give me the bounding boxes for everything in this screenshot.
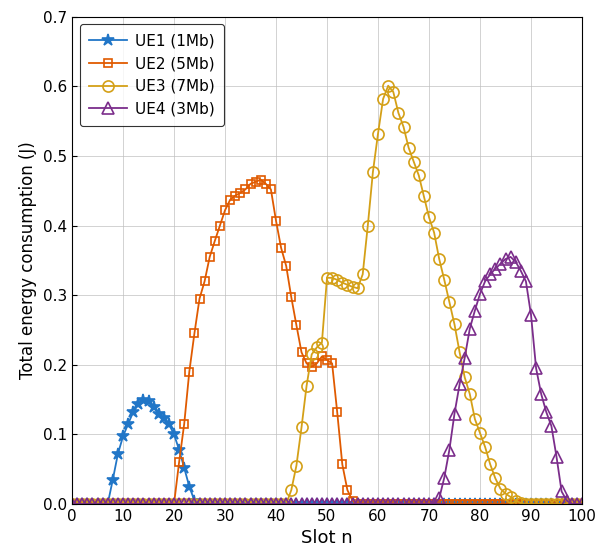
UE3 (7Mb)	[196, 501, 203, 507]
UE2 (5Mb)	[104, 501, 112, 507]
UE3 (7Mb)	[104, 501, 112, 507]
UE1 (1Mb)	[140, 396, 147, 403]
Legend: UE1 (1Mb), UE2 (5Mb), UE3 (7Mb), UE4 (3Mb): UE1 (1Mb), UE2 (5Mb), UE3 (7Mb), UE4 (3M…	[80, 25, 224, 125]
UE2 (5Mb)	[68, 501, 76, 507]
UE3 (7Mb)	[456, 349, 463, 356]
UE4 (3Mb)	[68, 501, 76, 507]
Line: UE1 (1Mb): UE1 (1Mb)	[66, 393, 588, 510]
UE4 (3Mb)	[507, 254, 514, 260]
UE2 (5Mb)	[257, 176, 265, 183]
UE3 (7Mb)	[68, 501, 76, 507]
UE1 (1Mb)	[431, 501, 438, 507]
Line: UE4 (3Mb): UE4 (3Mb)	[67, 251, 587, 510]
UE1 (1Mb)	[104, 501, 112, 507]
UE2 (5Mb)	[456, 501, 463, 507]
Y-axis label: Total energy consumption (J): Total energy consumption (J)	[19, 142, 37, 379]
UE2 (5Mb)	[308, 363, 316, 370]
UE1 (1Mb)	[578, 501, 586, 507]
UE3 (7Mb)	[374, 130, 382, 137]
UE3 (7Mb)	[385, 82, 392, 89]
UE1 (1Mb)	[308, 501, 316, 507]
UE3 (7Mb)	[303, 382, 310, 389]
Line: UE2 (5Mb): UE2 (5Mb)	[68, 175, 586, 508]
UE3 (7Mb)	[578, 501, 586, 507]
UE2 (5Mb)	[578, 501, 586, 507]
UE4 (3Mb)	[578, 501, 586, 507]
UE3 (7Mb)	[431, 229, 438, 236]
UE4 (3Mb)	[196, 501, 203, 507]
UE2 (5Mb)	[380, 501, 387, 507]
UE1 (1Mb)	[68, 501, 76, 507]
UE2 (5Mb)	[431, 501, 438, 507]
UE4 (3Mb)	[374, 501, 382, 507]
UE2 (5Mb)	[196, 295, 203, 302]
UE4 (3Mb)	[104, 501, 112, 507]
UE1 (1Mb)	[456, 501, 463, 507]
UE4 (3Mb)	[425, 501, 433, 507]
UE4 (3Mb)	[303, 501, 310, 507]
UE4 (3Mb)	[451, 410, 458, 417]
X-axis label: Slot n: Slot n	[301, 529, 353, 548]
UE1 (1Mb)	[380, 501, 387, 507]
Line: UE3 (7Mb): UE3 (7Mb)	[67, 80, 587, 510]
UE1 (1Mb)	[201, 501, 208, 507]
